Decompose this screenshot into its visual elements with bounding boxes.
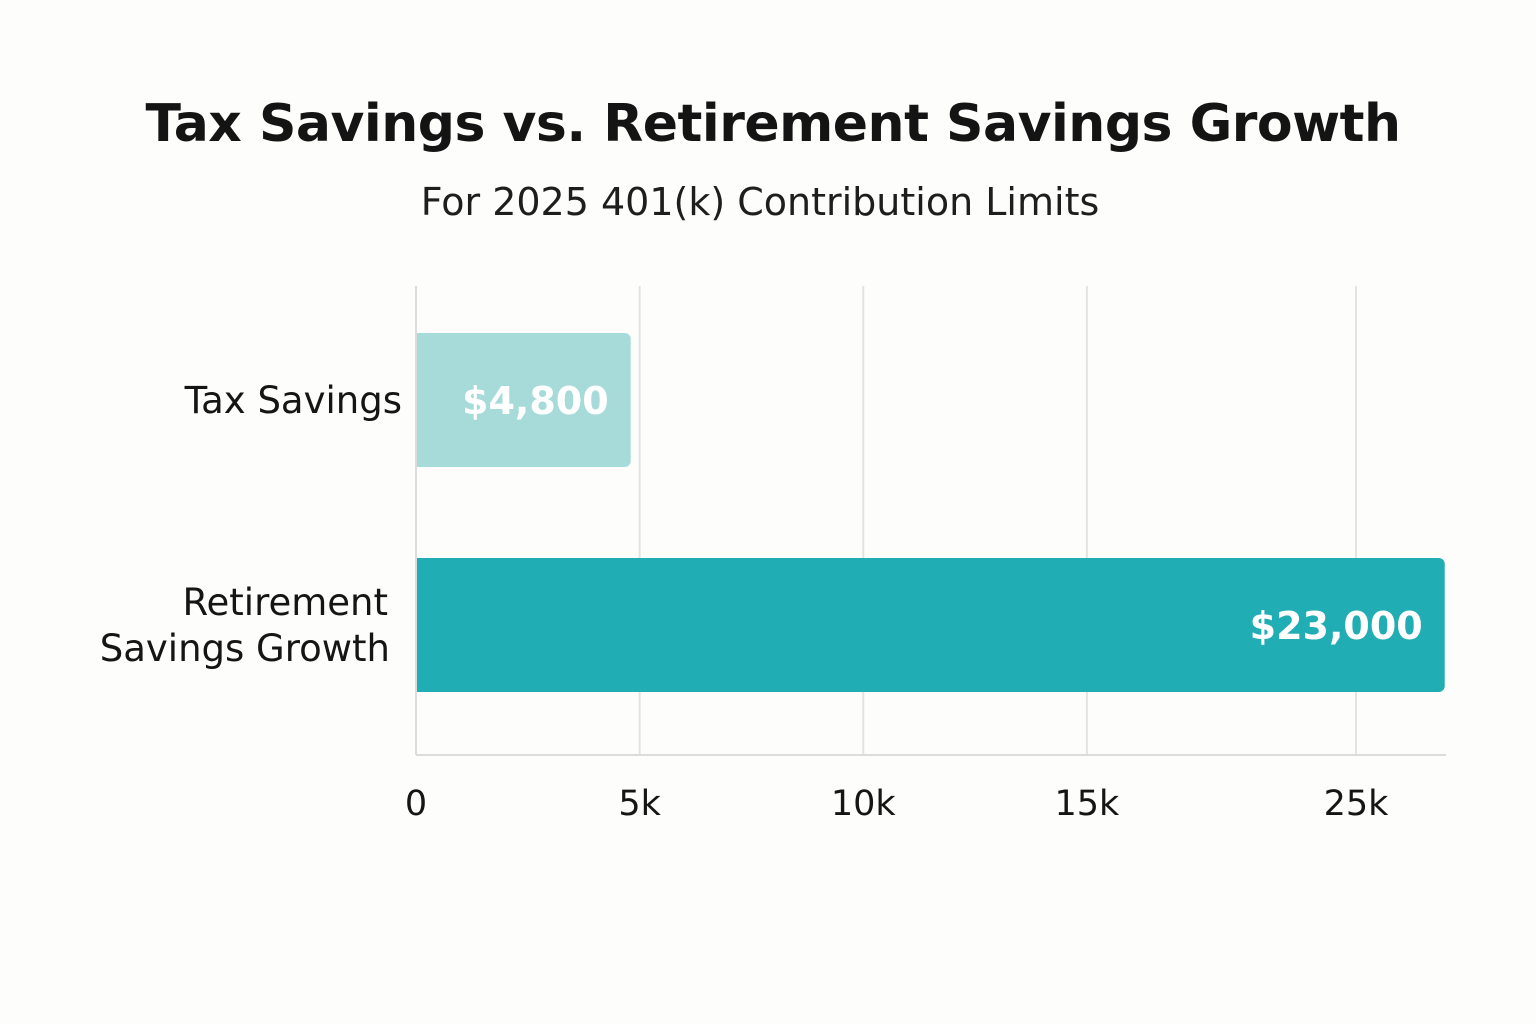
bar-value-label: $4,800 (462, 379, 609, 423)
bar (416, 558, 1445, 692)
bar (416, 333, 631, 467)
x-tick-label: 0 (405, 784, 427, 824)
category-label: Retirement (182, 581, 388, 624)
bar-value-label: $23,000 (1250, 604, 1423, 648)
bar-edge (416, 333, 424, 467)
category-label: Savings Growth (100, 627, 390, 670)
category-label: Tax Savings (184, 379, 402, 422)
x-tick-label: 15k (1055, 784, 1121, 824)
chart-subtitle: For 2025 401(k) Contribution Limits (420, 180, 1100, 224)
x-tick-label: 25k (1324, 784, 1390, 824)
bar-edge (416, 558, 424, 692)
chart-title: Tax Savings vs. Retirement Savings Growt… (145, 94, 1401, 154)
x-tick-label: 10k (831, 784, 897, 824)
x-tick-label: 5k (618, 784, 661, 824)
